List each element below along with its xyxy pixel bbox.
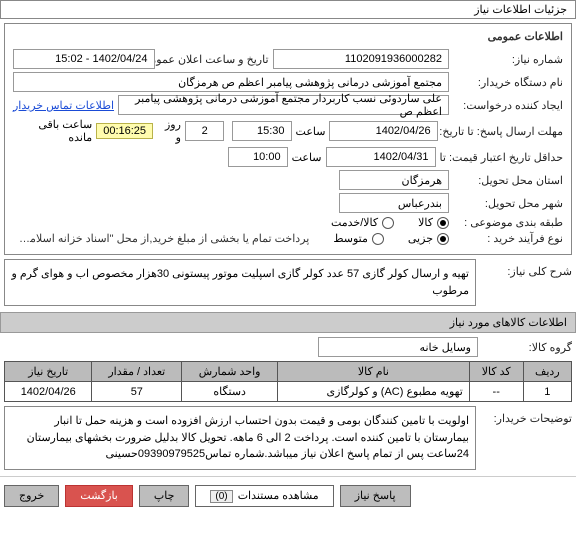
row-price-valid: حداقل تاریخ اعتبار قیمت: تا 1402/04/31 س… <box>13 147 563 167</box>
radio-dot-minor <box>437 233 449 245</box>
cell-unit: دستگاه <box>182 382 278 402</box>
response-button[interactable]: پاسخ نیاز <box>340 485 411 507</box>
button-row: پاسخ نیاز مشاهده مستندات (0) چاپ بازگشت … <box>0 476 576 515</box>
field-remaining-days: 2 <box>185 121 225 141</box>
field-city: بندرعباس <box>339 193 449 213</box>
label-province: استان محل تحویل: <box>453 174 563 187</box>
general-panel: اطلاعات عمومی شماره نیاز: 11020919360002… <box>4 23 572 255</box>
th-idx: ردیف <box>523 362 571 382</box>
row-province: استان محل تحویل: هرمزگان <box>13 170 563 190</box>
label-creator: ایجاد کننده درخواست: <box>453 99 563 112</box>
row-topic: طبقه بندی موضوعی : کالا کالا/خدمت <box>13 216 563 229</box>
row-deadline: مهلت ارسال پاسخ: تا تاریخ: 1402/04/26 سا… <box>13 118 563 144</box>
label-need-desc: شرح کلی نیاز: <box>482 259 572 306</box>
header-title: جزئیات اطلاعات نیاز <box>474 4 567 16</box>
row-creator: ایجاد کننده درخواست: علی ساردوئی نسب کار… <box>13 95 563 115</box>
row-buyer-notes: توضیحات خریدار: اولویت با تامین کنندگان … <box>4 406 572 470</box>
field-price-valid-date: 1402/04/31 <box>326 147 436 167</box>
cell-date: 1402/04/26 <box>5 382 92 402</box>
details-panel: جزئیات اطلاعات نیاز <box>0 0 576 19</box>
radio-minor[interactable]: جزیی <box>408 232 449 245</box>
th-qty: تعداد / مقدار <box>92 362 182 382</box>
field-deadline-time: 15:30 <box>232 121 291 141</box>
link-buyer-contact[interactable]: اطلاعات تماس خریدار <box>13 99 114 112</box>
field-deadline-date: 1402/04/26 <box>329 121 437 141</box>
field-price-valid-time: 10:00 <box>228 147 288 167</box>
th-date: تاریخ نیاز <box>5 362 92 382</box>
cell-code: -- <box>469 382 523 402</box>
row-req-no: شماره نیاز: 1102091936000282 تاریخ و ساع… <box>13 49 563 69</box>
label-topic: طبقه بندی موضوعی : <box>453 216 563 229</box>
label-remaining-days: روز و <box>157 118 181 144</box>
field-remaining-timer: 00:16:25 <box>96 123 153 139</box>
print-button[interactable]: چاپ <box>139 485 190 507</box>
label-proc: نوع فرآیند خرید : <box>453 232 563 245</box>
box-buyer-notes: اولویت با تامین کنندگان بومی و قیمت بدون… <box>4 406 476 470</box>
table-header-row: ردیف کد کالا نام کالا واحد شمارش تعداد /… <box>5 362 572 382</box>
cell-idx: 1 <box>523 382 571 402</box>
back-button[interactable]: بازگشت <box>65 485 133 507</box>
label-city: شهر محل تحویل: <box>453 197 563 210</box>
radio-dot-service <box>382 217 394 229</box>
table-row: 1 -- تهویه مطبوع (AC) و کولرگازی دستگاه … <box>5 382 572 402</box>
radio-label-goods: کالا <box>418 216 433 229</box>
th-name: نام کالا <box>278 362 470 382</box>
label-deadline: مهلت ارسال پاسخ: تا تاریخ: <box>442 125 563 138</box>
exit-button[interactable]: خروج <box>4 485 59 507</box>
radio-service[interactable]: کالا/خدمت <box>331 216 394 229</box>
radio-label-medium: متوسط <box>333 232 368 245</box>
th-unit: واحد شمارش <box>182 362 278 382</box>
items-table: ردیف کد کالا نام کالا واحد شمارش تعداد /… <box>4 361 572 402</box>
items-table-wrap: ردیف کد کالا نام کالا واحد شمارش تعداد /… <box>4 361 572 402</box>
field-req-no: 1102091936000282 <box>273 49 449 69</box>
th-code: کد کالا <box>469 362 523 382</box>
radio-dot-medium <box>372 233 384 245</box>
label-buyer-notes: توضیحات خریدار: <box>482 406 572 470</box>
field-buyer-name: مجتمع آموزشی درمانی پژوهشی پیامبر اعظم ص… <box>13 72 449 92</box>
view-docs-button[interactable]: مشاهده مستندات (0) <box>195 485 333 507</box>
box-need-desc: تهیه و ارسال کولر گازی 57 عدد کولر گازی … <box>4 259 476 306</box>
items-section-title: اطلاعات کالاهای مورد نیاز <box>0 312 576 333</box>
row-city: شهر محل تحویل: بندرعباس <box>13 193 563 213</box>
row-need-desc: شرح کلی نیاز: تهیه و ارسال کولر گازی 57 … <box>4 259 572 306</box>
radio-label-minor: جزیی <box>408 232 433 245</box>
label-price-valid-time: ساعت <box>292 151 322 164</box>
label-remaining-suffix: ساعت باقی مانده <box>13 118 92 144</box>
radio-label-service: کالا/خدمت <box>331 216 378 229</box>
label-group: گروه کالا: <box>482 341 572 354</box>
label-announce-dt: تاریخ و ساعت اعلان عمومی: <box>159 53 269 66</box>
view-docs-count: (0) <box>210 490 232 503</box>
field-announce-dt: 1402/04/24 - 15:02 <box>13 49 155 69</box>
label-deadline-time: ساعت <box>296 125 326 138</box>
field-group: وسایل خانه <box>318 337 478 357</box>
field-creator: علی ساردوئی نسب کاربردار مجتمع آموزشی در… <box>118 95 449 115</box>
radio-dot-goods <box>437 217 449 229</box>
label-price-valid: حداقل تاریخ اعتبار قیمت: تا <box>440 151 563 164</box>
label-buyer-name: نام دستگاه خریدار: <box>453 76 563 89</box>
row-group: گروه کالا: وسایل خانه <box>4 337 572 357</box>
field-province: هرمزگان <box>339 170 449 190</box>
general-panel-title: اطلاعات عمومی <box>13 30 563 43</box>
cell-qty: 57 <box>92 382 182 402</box>
view-docs-label: مشاهده مستندات <box>238 490 319 502</box>
row-buyer-name: نام دستگاه خریدار: مجتمع آموزشی درمانی پ… <box>13 72 563 92</box>
label-req-no: شماره نیاز: <box>453 53 563 66</box>
row-proc: نوع فرآیند خرید : جزیی متوسط پرداخت تمام… <box>13 232 563 245</box>
radio-medium[interactable]: متوسط <box>333 232 384 245</box>
radio-goods[interactable]: کالا <box>418 216 449 229</box>
cell-name: تهویه مطبوع (AC) و کولرگازی <box>278 382 470 402</box>
proc-note: پرداخت تمام یا بخشی از مبلغ خرید,از محل … <box>13 232 309 245</box>
